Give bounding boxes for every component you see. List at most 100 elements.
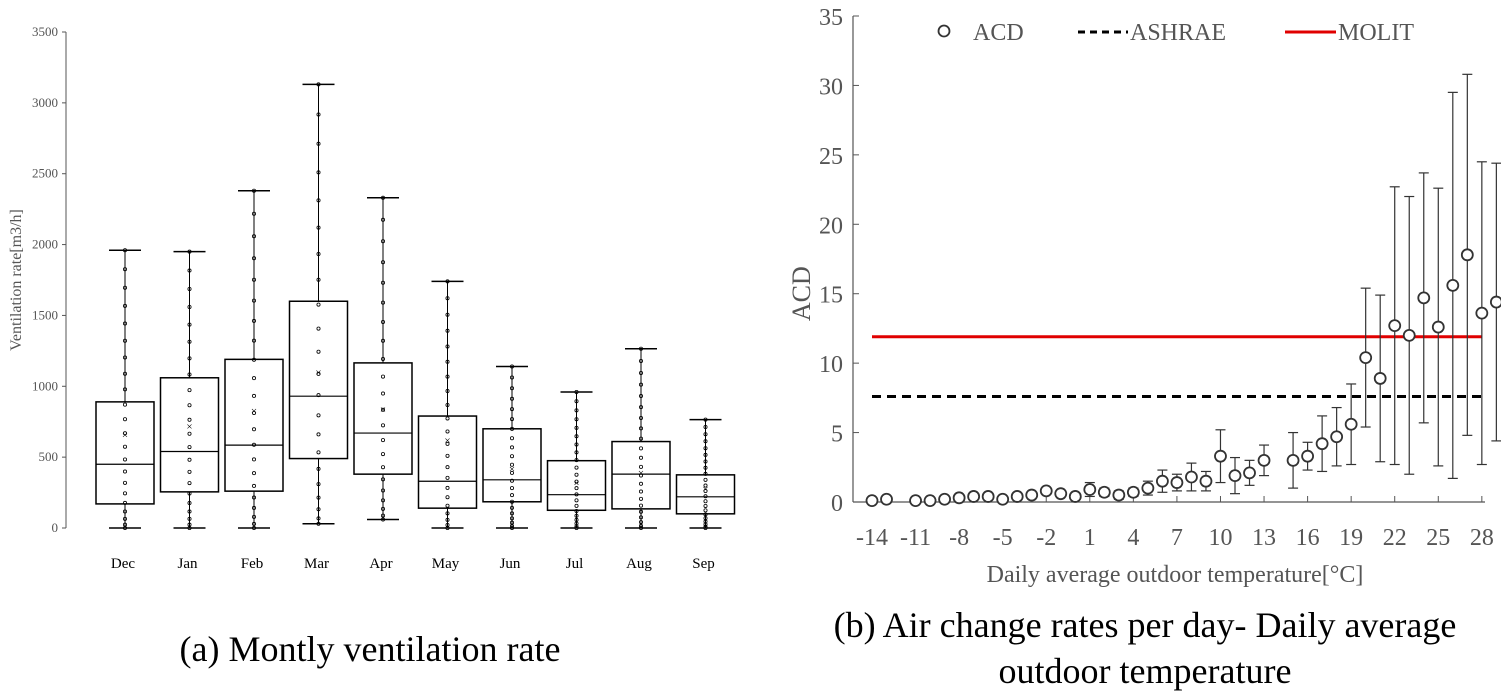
- data-point: [251, 188, 256, 193]
- data-point: [316, 225, 321, 230]
- chart-b-scatter-plot: 0 5 10 15 20 25 30 35 -14 -11 -8 -5 -2 1 4 7 10 13 16 19 22 2…: [787, 5, 1501, 588]
- data-point: [639, 370, 644, 375]
- data-point: [316, 413, 321, 418]
- data-point: [574, 458, 579, 463]
- data-point: [509, 375, 514, 380]
- data-point: [445, 453, 450, 458]
- data-point: [187, 509, 192, 514]
- acd-point: [1330, 430, 1344, 444]
- data-point: [187, 305, 192, 310]
- data-point: [703, 512, 708, 517]
- data-point: [251, 357, 256, 362]
- data-point: [574, 509, 579, 514]
- data-point: [316, 277, 321, 282]
- data-point: [380, 357, 385, 362]
- y-tick-label: 10: [819, 352, 843, 378]
- caption-a: (a) Montly ventilation rate: [100, 626, 640, 672]
- chart-a-box-plot: 0 500 1000 1500 2000 2500 3000 3500 Ventilation …: [8, 24, 736, 572]
- acd-point: [1214, 449, 1227, 463]
- data-point: [123, 338, 128, 343]
- data-point: [703, 483, 708, 488]
- x-tick-label: Apr: [369, 556, 392, 572]
- acd-point: [1373, 372, 1387, 385]
- data-point: [187, 322, 192, 327]
- acd-point: [1460, 248, 1474, 262]
- data-point: [639, 455, 644, 460]
- data-point: [445, 485, 450, 490]
- acd-point: [967, 490, 981, 503]
- data-point: [639, 394, 644, 399]
- data-point: [703, 516, 708, 521]
- data-point: [123, 417, 128, 422]
- data-point: [574, 389, 579, 394]
- data-point: [251, 211, 256, 216]
- x-tick-label: -11: [900, 525, 931, 551]
- acd-point: [1068, 490, 1082, 503]
- x-tick-label: -14: [856, 525, 888, 551]
- data-point: [445, 511, 450, 516]
- data-point: [703, 424, 708, 429]
- data-point: [445, 328, 450, 333]
- data-point: [380, 320, 385, 325]
- data-point: [509, 426, 514, 431]
- data-point: [251, 471, 256, 476]
- data-point: [187, 268, 192, 273]
- box-iqr: [288, 300, 349, 460]
- data-point: [380, 338, 385, 343]
- data-point: [123, 267, 128, 272]
- x-tick-label: 13: [1252, 525, 1276, 551]
- acd-point: [1141, 481, 1155, 495]
- data-point: [316, 141, 321, 146]
- acd-point: [938, 492, 951, 506]
- data-point: [509, 364, 514, 369]
- mean-marker: ×: [573, 478, 579, 490]
- box-iqr: [611, 440, 671, 510]
- data-point: [316, 349, 321, 354]
- acd-point: [865, 494, 879, 508]
- data-point: [509, 417, 514, 422]
- data-point: [445, 374, 450, 379]
- data-point: [380, 438, 385, 443]
- data-point: [509, 499, 514, 504]
- acd-point: [1388, 319, 1402, 333]
- box-iqr: [224, 358, 284, 492]
- legend-ashrae-label: ASHRAE: [1130, 20, 1226, 46]
- data-point: [123, 457, 128, 462]
- y-tick-label: 5: [831, 422, 843, 448]
- data-point: [251, 442, 256, 447]
- data-point: [316, 326, 321, 331]
- data-point: [251, 256, 256, 261]
- data-point: [187, 403, 192, 408]
- acd-point: [1301, 449, 1314, 463]
- data-point: [187, 286, 192, 291]
- data-point: [251, 410, 256, 415]
- data-point: [251, 393, 256, 398]
- data-point: [380, 465, 385, 470]
- acd-point: [1039, 484, 1053, 498]
- x-axis-label: Daily average outdoor temperature[°C]: [987, 562, 1364, 588]
- data-point: [251, 521, 256, 526]
- data-point: [123, 431, 128, 436]
- mean-marker: ×: [444, 435, 450, 447]
- data-point: [509, 526, 514, 531]
- acd-point: [1359, 351, 1373, 364]
- data-point: [123, 469, 128, 474]
- data-point: [703, 417, 708, 422]
- data-point: [380, 407, 385, 412]
- data-point: [380, 195, 385, 200]
- data-point: [445, 279, 450, 284]
- data-point: [123, 402, 128, 407]
- data-point: [509, 396, 514, 401]
- data-point: [187, 445, 192, 450]
- y-tick-label: 500: [39, 449, 59, 464]
- x-tick-label: Jul: [566, 556, 584, 572]
- data-point: [251, 483, 256, 488]
- acd-point: [1315, 437, 1329, 451]
- x-tick-label: -5: [993, 525, 1013, 551]
- data-point: [574, 492, 579, 497]
- data-point: [445, 402, 450, 407]
- data-point: [445, 344, 450, 349]
- data-point: [509, 505, 514, 510]
- data-point: [639, 496, 644, 501]
